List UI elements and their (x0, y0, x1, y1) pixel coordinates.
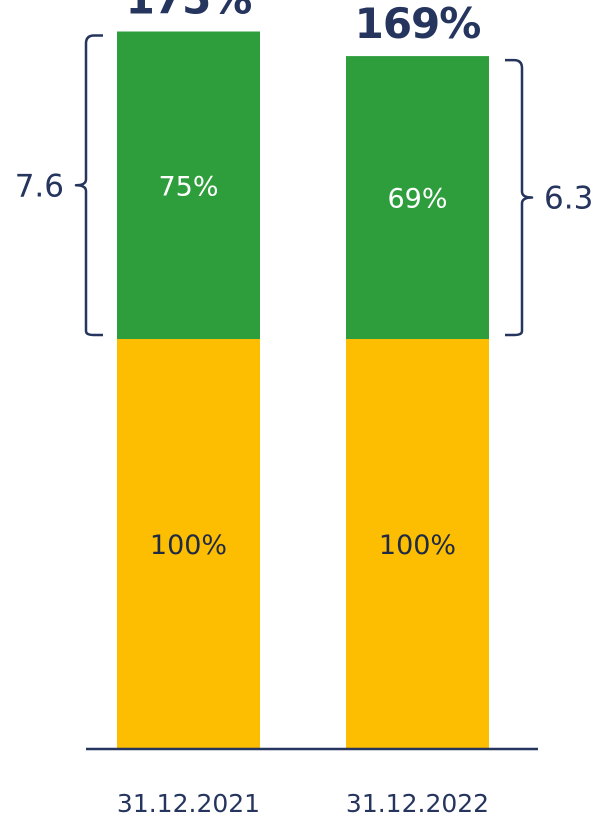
bracket-value-label: 6.3 (544, 181, 593, 217)
x-tick-label: 31.12.2021 (117, 789, 260, 818)
bar-segment (346, 339, 489, 749)
bar-segment-label: 100% (379, 530, 456, 561)
bar-total-label: 169% (355, 0, 481, 48)
bracket-value-label: 7.6 (15, 168, 64, 204)
bar-total-label: 175% (126, 0, 252, 24)
bar-segment-label: 100% (150, 530, 227, 561)
x-tick-label: 31.12.2022 (346, 789, 489, 818)
bracket-shape (505, 58, 534, 337)
bar-segment-label: 69% (387, 184, 447, 215)
bar-segment (117, 31, 260, 339)
labels-group: 100% 75% 175% 7.6 31.12.2021 100% 69% 169% 6.3 31… (15, 0, 594, 818)
bars-group (117, 31, 489, 749)
bar-segment (346, 56, 489, 339)
bracket-shape (74, 34, 103, 337)
bar-segment-label: 75% (158, 171, 218, 202)
bar-segment (117, 339, 260, 749)
braces-group (74, 34, 534, 337)
